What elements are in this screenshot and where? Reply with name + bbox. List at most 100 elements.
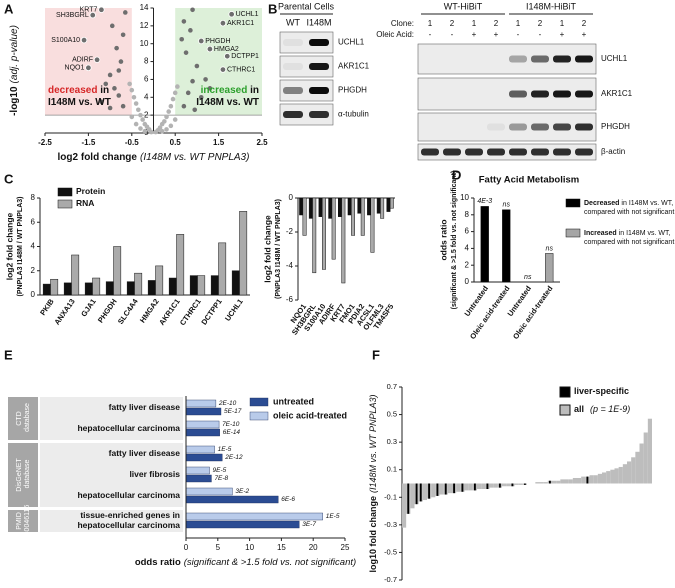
bar <box>389 197 394 209</box>
bar <box>639 443 644 484</box>
point <box>194 63 200 69</box>
bar <box>185 453 223 462</box>
panel-label: C <box>4 171 14 186</box>
bar <box>548 480 551 484</box>
bar <box>308 197 313 219</box>
clone-label: 1 <box>428 19 433 28</box>
point <box>122 10 128 15</box>
p-label: ns <box>503 202 511 209</box>
x-tick-label: 0.5 <box>170 138 182 147</box>
point <box>138 112 143 118</box>
clone-label: 2 <box>450 19 455 28</box>
x-tick-label: 25 <box>341 543 350 552</box>
condition-label: Oleic Acid: <box>376 30 414 39</box>
bar <box>597 473 602 484</box>
bar <box>473 483 476 491</box>
point <box>166 109 171 114</box>
band-label: PHGDH <box>601 122 630 131</box>
bar <box>453 483 456 494</box>
labeled-point <box>85 64 92 72</box>
oleic-label: - <box>517 30 520 39</box>
bar <box>185 445 215 454</box>
p-label: ns <box>546 245 554 252</box>
y-axis-label-detail: (I148M vs. WT PNPLA3) <box>368 394 378 493</box>
point <box>133 121 139 127</box>
band-label: PHGDH <box>338 86 367 95</box>
y-tick-label: -6 <box>286 295 294 304</box>
bar <box>560 479 565 484</box>
band <box>309 111 329 118</box>
band <box>509 123 527 131</box>
y-tick-label: 0 <box>289 193 294 202</box>
x-tick-label: 5 <box>216 543 221 552</box>
bar <box>71 254 80 296</box>
labeled-point <box>224 53 231 60</box>
region-annotation: increased in <box>201 85 259 96</box>
labeled-point <box>228 11 235 18</box>
legend-detail: in I148M vs. WT, <box>621 200 673 207</box>
bar <box>328 197 333 219</box>
bar <box>647 418 652 484</box>
p-label: 9E-5 <box>213 467 227 474</box>
x-axis-label-main: log2 fold change <box>58 152 138 163</box>
bar <box>581 476 586 484</box>
bar <box>185 420 220 429</box>
bar <box>185 466 210 475</box>
y-tick-label: -2 <box>286 227 294 236</box>
lane-label: I148M <box>306 17 331 27</box>
band <box>531 123 549 131</box>
x-tick-label: GJA1 <box>79 297 98 318</box>
database-band <box>8 510 38 532</box>
band <box>509 55 527 63</box>
database-label: PMID 30046116 <box>16 505 31 538</box>
bar <box>431 483 436 498</box>
x-axis-label-main: odds ratio <box>135 557 181 568</box>
legend-name: RNA <box>76 198 94 208</box>
y-axis-label: (significant & >1.5 fold vs. not signifi… <box>451 171 458 310</box>
bar <box>436 483 439 496</box>
blot-group: I148M-HiBiT <box>526 1 577 11</box>
band <box>509 90 527 98</box>
band <box>487 148 505 156</box>
p-label: 1E-5 <box>326 513 340 520</box>
bar <box>564 479 569 484</box>
bar <box>134 272 143 296</box>
bar <box>126 281 135 296</box>
y-tick-label: 0.1 <box>387 465 397 474</box>
point <box>120 103 126 109</box>
point <box>129 87 135 93</box>
x-axis-label-detail: (I148M vs. WT PNPLA3) <box>140 152 249 163</box>
bar <box>351 197 355 236</box>
bar <box>461 483 464 492</box>
y-axis-label-detail: (adj. p-value) <box>9 25 20 83</box>
y-tick-label: 0.5 <box>387 410 397 419</box>
legend-swatch <box>559 386 571 398</box>
bar <box>477 483 482 490</box>
region-annotation: I148M vs. WT <box>196 97 259 108</box>
x-tick-label: -0.5 <box>125 138 139 147</box>
oleic-label: + <box>472 30 477 39</box>
point <box>190 7 195 13</box>
y-tick-label: 4 <box>31 242 36 251</box>
text-line: fatty liver disease <box>109 402 181 412</box>
point <box>142 121 148 127</box>
point <box>198 94 204 100</box>
point <box>118 59 124 64</box>
bar <box>197 275 206 296</box>
bar <box>506 483 511 487</box>
y-axis-label: odds ratio <box>438 219 448 260</box>
bar <box>480 206 489 283</box>
bar <box>231 270 240 296</box>
bar <box>168 277 177 296</box>
bar <box>635 451 640 484</box>
legend-detail: compared with not significant <box>584 209 674 216</box>
legend-label: Decreased in I148M vs. WT, <box>584 200 673 207</box>
band <box>531 148 549 156</box>
y-axis-label-main: log10 fold change <box>368 496 378 573</box>
database-band <box>8 397 38 440</box>
y-tick-label: 2 <box>465 260 470 269</box>
bar <box>322 197 326 270</box>
bar <box>539 482 544 484</box>
point <box>203 77 208 82</box>
band <box>283 39 303 46</box>
